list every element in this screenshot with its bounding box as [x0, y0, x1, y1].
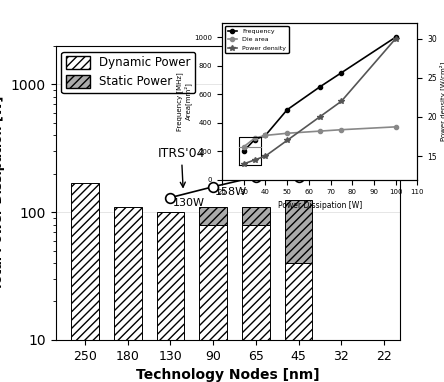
Frequency [393, 35, 398, 39]
Bar [242, 225, 270, 340]
Power density [252, 158, 257, 162]
Legend: Dynamic Power, Static Power: Dynamic Power, Static Power [61, 52, 195, 93]
Bar [114, 207, 142, 340]
Frequency [252, 138, 257, 142]
Y-axis label: Frequency [MHz]
Area[mm²]: Frequency [MHz] Area[mm²] [176, 72, 191, 131]
Die area [285, 131, 290, 136]
Bar [71, 183, 99, 340]
Bar [199, 207, 227, 225]
Power density [263, 154, 268, 158]
Power density [317, 115, 322, 119]
Text: 130W: 130W [173, 198, 205, 209]
Frequency [317, 85, 322, 89]
Power density [241, 162, 246, 166]
Die area [317, 129, 322, 133]
Die area [241, 144, 246, 149]
Power density [393, 36, 398, 41]
Bar [285, 263, 313, 340]
Y-axis label: Power density [W/cm²]: Power density [W/cm²] [440, 62, 444, 141]
Die area [339, 128, 344, 132]
Power density [339, 99, 344, 104]
Legend: Frequency, Die area, Power density: Frequency, Die area, Power density [225, 26, 289, 53]
Line: Power density: Power density [241, 36, 398, 167]
Die area [263, 133, 268, 138]
Text: 189W: 189W [258, 166, 290, 176]
Bar [285, 200, 313, 263]
Die area [252, 136, 257, 141]
Y-axis label: Total Power Dissipation [W]: Total Power Dissipation [W] [0, 96, 5, 290]
Bar [242, 207, 270, 225]
Frequency [285, 107, 290, 112]
Bar [199, 225, 227, 340]
Line: Frequency: Frequency [242, 35, 398, 153]
Line: Die area: Die area [242, 125, 398, 149]
X-axis label: Technology Nodes [nm]: Technology Nodes [nm] [136, 368, 319, 382]
Text: ITRS'04: ITRS'04 [158, 147, 205, 187]
Frequency [339, 70, 344, 75]
X-axis label: Power Dissipation [W]: Power Dissipation [W] [278, 201, 362, 210]
Power density [285, 138, 290, 142]
Die area [393, 125, 398, 129]
Text: 158W: 158W [215, 188, 247, 197]
Bar [157, 212, 184, 340]
Frequency [263, 133, 268, 138]
Text: 198W: 198W [343, 163, 376, 173]
Frequency [241, 149, 246, 153]
